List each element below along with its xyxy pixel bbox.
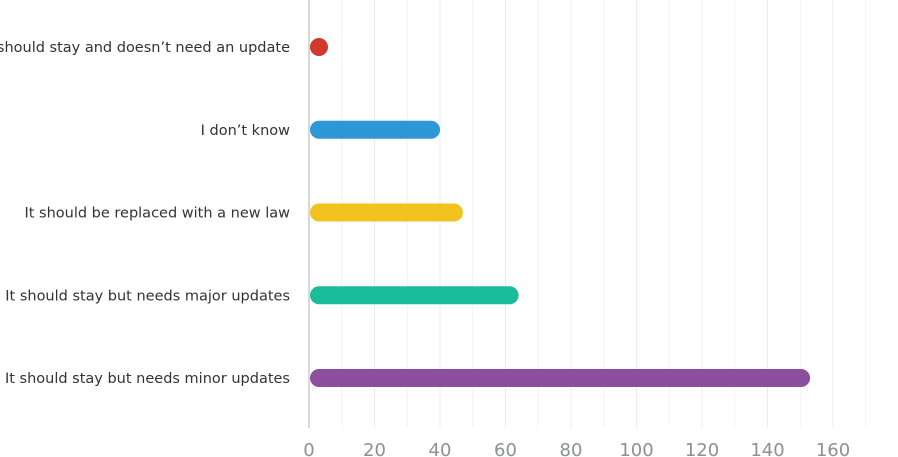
x-tick-labels: 0 20 40 60 80 100 120 140 160 — [303, 440, 850, 457]
x-tick-label: 120 — [685, 440, 719, 457]
x-tick-label: 80 — [560, 440, 583, 457]
category-label: It should stay but needs major updates — [5, 288, 290, 304]
bar — [310, 286, 519, 305]
x-tick-label: 60 — [494, 440, 517, 457]
x-tick-label: 100 — [619, 440, 653, 457]
category-label: It should be replaced with a new law — [24, 206, 290, 222]
x-tick-label: 40 — [429, 440, 452, 457]
x-tick-label: 160 — [816, 440, 850, 457]
bar — [310, 38, 328, 56]
category-labels: It should stay and doesn’t need an updat… — [0, 40, 290, 387]
bar — [310, 203, 463, 222]
category-label: I don’t know — [201, 123, 291, 139]
bars — [310, 38, 811, 387]
gridlines — [308, 0, 867, 428]
bar — [310, 369, 811, 387]
x-tick-label: 0 — [303, 440, 314, 457]
category-label: It should stay and doesn’t need an updat… — [0, 40, 290, 56]
category-label: It should stay but needs minor updates — [5, 371, 290, 387]
x-tick-label: 20 — [363, 440, 386, 457]
x-tick-label: 140 — [750, 440, 784, 457]
bar — [310, 120, 440, 139]
